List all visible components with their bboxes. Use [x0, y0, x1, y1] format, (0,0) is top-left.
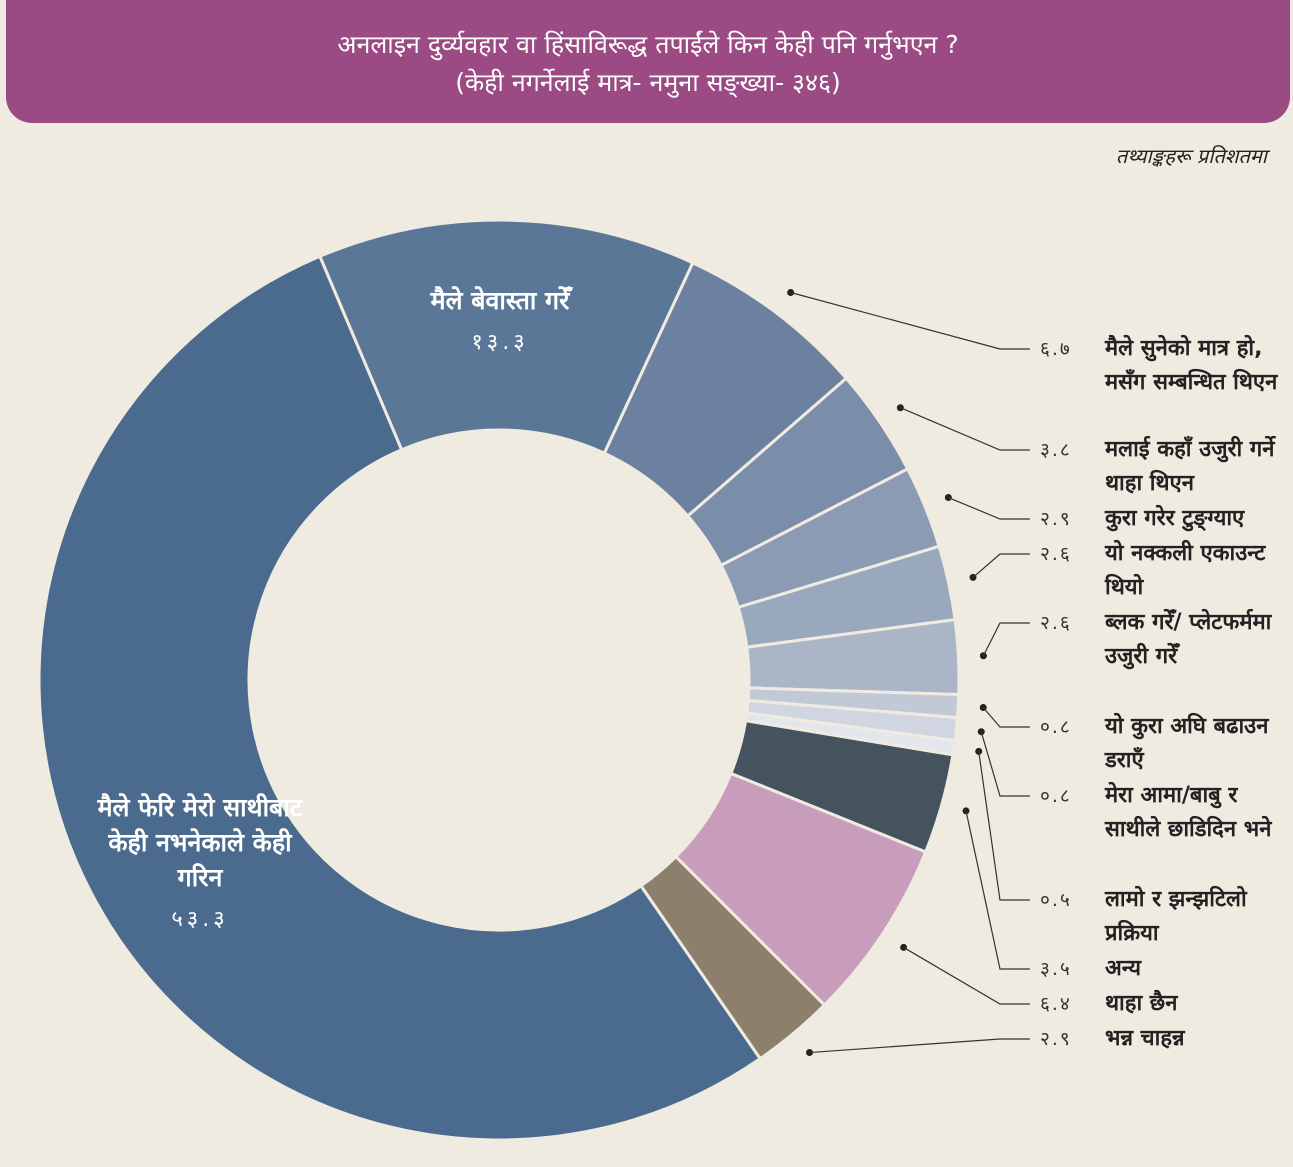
- value-label: १३.३: [471, 330, 529, 355]
- value-label: ६.७: [1040, 338, 1072, 360]
- value-label: ०.८: [1040, 716, 1072, 738]
- leader-line: [982, 622, 1030, 657]
- slice-label: मेरा आमा/बाबु र साथीले छाडिदिन भने: [1105, 783, 1272, 842]
- slice-label: मैले बेवास्ता गरेँ: [430, 286, 570, 315]
- slice-label: लामो र झन्झटिलो प्रक्रिया: [1105, 887, 1247, 946]
- slice-label: ब्लक गरेँ/ प्लेटफर्ममा उजुरी गरेँ: [1105, 610, 1272, 669]
- unit-note: तथ्याङ्कहरू प्रतिशतमा: [1115, 144, 1267, 168]
- chart-title: अनलाइन दुर्व्यवहार वा हिंसाविरूद्ध तपाईं…: [337, 30, 959, 59]
- value-label: ०.५: [1040, 889, 1072, 911]
- leader-line: [790, 291, 1030, 350]
- value-label: २.९: [1040, 508, 1072, 530]
- value-label: २.६: [1040, 543, 1072, 565]
- slice-label: यो नक्कली एकाउन्ट थियो: [1105, 541, 1266, 600]
- leader-line: [982, 707, 1030, 728]
- header: अनलाइन दुर्व्यवहार वा हिंसाविरूद्ध तपाईं…: [6, 0, 1290, 123]
- leader-line: [972, 553, 1030, 578]
- slice-label: भन्न चाहन्न: [1105, 1026, 1185, 1051]
- leader-line: [965, 810, 1030, 970]
- slice-label: मलाई कहाँ उजुरी गर्ने थाहा थिएन: [1105, 437, 1275, 496]
- slice-label: अन्य: [1105, 956, 1142, 981]
- leader-line: [980, 731, 1030, 797]
- value-label: ०.८: [1040, 785, 1072, 807]
- chart-subtitle: (केही नगर्नेलाई मात्र- नमुना सङ्ख्या- ३४…: [455, 68, 841, 97]
- value-label: ६.४: [1040, 993, 1072, 1015]
- slice-label: थाहा छैन: [1105, 991, 1178, 1016]
- donut-slice: [638, 854, 827, 1061]
- value-label: २.६: [1040, 612, 1072, 634]
- value-label: २.९: [1040, 1028, 1072, 1050]
- leader-line: [900, 407, 1030, 451]
- slice-label: मैले सुनेको मात्र हो, मसँग सम्बन्धित थिए…: [1105, 336, 1278, 395]
- donut-slice: [37, 254, 763, 1142]
- slice-label: यो कुरा अघि बढाउन डराएँ: [1105, 714, 1269, 773]
- leader-line: [809, 1038, 1030, 1054]
- value-label: ३.५: [1040, 958, 1072, 980]
- value-label: ३.८: [1040, 439, 1072, 461]
- donut-slice: [317, 218, 695, 456]
- value-label: ५३.३: [171, 907, 229, 932]
- leader-line: [948, 496, 1030, 520]
- leader-line: [903, 946, 1030, 1005]
- slice-label: कुरा गरेर टुङ्ग्याए: [1105, 506, 1245, 531]
- slice-label: मैले फेरि मेरो साथीबाट केही नभनेकाले केह…: [97, 793, 303, 892]
- leader-line: [978, 751, 1030, 901]
